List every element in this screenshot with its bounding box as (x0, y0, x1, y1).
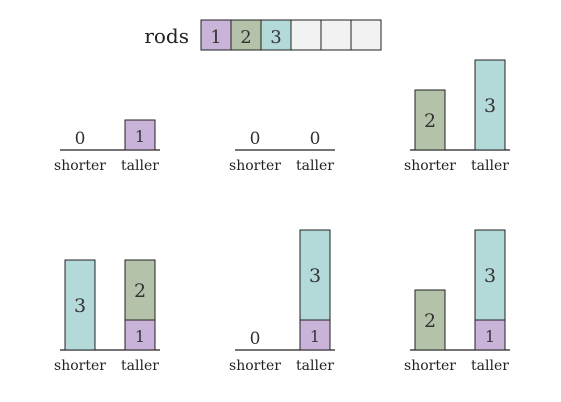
tray-rod-label: 3 (270, 27, 281, 48)
tray-empty-slot (350, 19, 382, 51)
panel-5: 0 shorter 1 3 taller (229, 229, 335, 374)
rod-label: 2 (424, 110, 436, 132)
tray-rod-1 (200, 19, 232, 51)
panel-2: 0 shorter 0 taller (229, 129, 335, 174)
taller-rod-1 (124, 319, 156, 351)
rod-label: 1 (485, 327, 495, 346)
taller-column-label: taller (471, 358, 509, 374)
rod-label: 3 (484, 95, 496, 117)
shorter-column-label: shorter (54, 158, 106, 174)
tray-rod-3 (260, 19, 292, 51)
shorter-rod-2 (414, 89, 446, 151)
shorter-rod-3 (64, 259, 96, 351)
taller-zero-label: 0 (310, 129, 321, 149)
panel-4: 3 shorter 1 2 taller (54, 259, 160, 374)
rod-label: 1 (310, 327, 320, 346)
taller-rod-1 (299, 319, 331, 351)
rod-label: 3 (484, 265, 496, 287)
taller-rod-3 (299, 229, 331, 321)
taller-column-label: taller (471, 158, 509, 174)
taller-rod-2 (124, 259, 156, 321)
taller-rod-1 (474, 319, 506, 351)
tray-rod-2 (230, 19, 262, 51)
taller-rod-3 (474, 59, 506, 151)
panel-1: 0 shorter 1 taller (54, 119, 160, 174)
taller-column-label: taller (121, 158, 159, 174)
shorter-column-label: shorter (404, 358, 456, 374)
rod-label: 3 (309, 265, 321, 287)
shorter-column-label: shorter (229, 158, 281, 174)
tray-rod-label: 2 (240, 27, 251, 48)
taller-rod-3 (474, 229, 506, 321)
taller-column-label: taller (121, 358, 159, 374)
shorter-zero-label: 0 (250, 129, 261, 149)
shorter-zero-label: 0 (250, 329, 261, 349)
rod-label: 1 (135, 327, 145, 346)
taller-rod-1 (124, 119, 156, 151)
tray-empty-slot (290, 19, 322, 51)
rods-label: rods (144, 24, 189, 48)
tray-rod-label: 1 (210, 27, 221, 48)
tray-empty-slot (320, 19, 352, 51)
taller-column-label: taller (296, 358, 334, 374)
shorter-column-label: shorter (404, 158, 456, 174)
rod-label: 1 (135, 127, 145, 146)
rod-label: 2 (424, 310, 436, 332)
panel-6: 2 shorter 1 3 taller (404, 229, 510, 374)
shorter-zero-label: 0 (75, 129, 86, 149)
comparison-panels: 0 shorter 1 taller 0 shorter 0 taller 2 shorter 3 t… (54, 59, 510, 374)
rod-label: 2 (134, 280, 146, 302)
rod-label: 3 (74, 295, 86, 317)
taller-column-label: taller (296, 158, 334, 174)
shorter-column-label: shorter (229, 358, 281, 374)
shorter-rod-2 (414, 289, 446, 351)
shorter-column-label: shorter (54, 358, 106, 374)
panel-3: 2 shorter 3 taller (404, 59, 510, 174)
